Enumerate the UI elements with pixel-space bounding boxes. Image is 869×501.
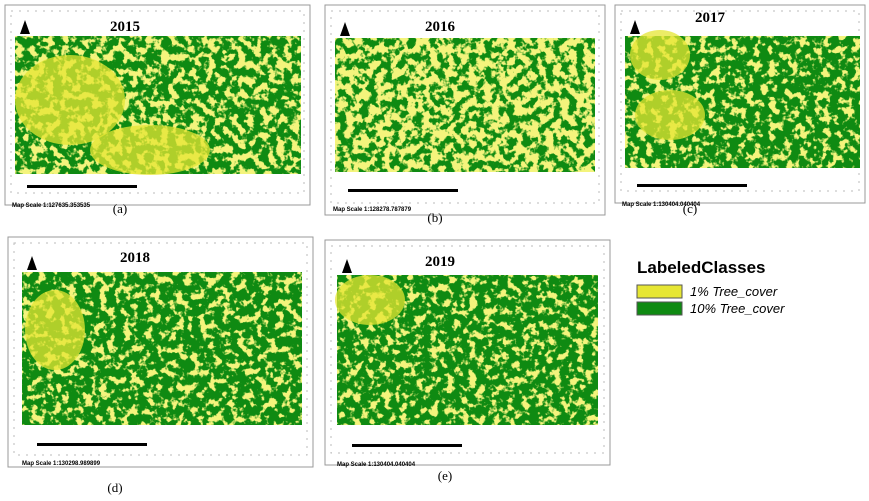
map-year-title: 2018 [120,250,150,266]
scale-bar [352,444,462,447]
panel-caption: (a) [113,201,127,216]
legend-swatch [637,302,682,315]
map-year-title: 2016 [425,19,456,35]
map-year-title: 2017 [695,10,726,26]
legend-label: 1% Tree_cover [690,284,778,299]
figure: 2015 Map Scale 1:127635.353535 (a) 2016 Map … [0,0,869,501]
panel-caption: (e) [438,468,452,483]
map-yellow-area [90,125,210,175]
map-year-title: 2015 [110,19,140,35]
panel-caption: (d) [107,480,122,495]
map-yellow-area [635,90,705,140]
legend-label: 10% Tree_cover [690,301,785,316]
map-scale: Map Scale 1:127635.353535 [12,203,91,209]
scale-bar [27,185,137,188]
scale-bar [637,184,747,187]
scale-bar [348,189,458,192]
map-scale: Map Scale 1:128278.787879 [333,207,412,213]
map-yellow-area [25,290,85,370]
map-scale: Map Scale 1:130404.040404 [337,462,416,468]
map-class-yellow [335,38,595,172]
map-yellow-area [15,55,125,145]
map-yellow-area [630,30,690,80]
legend-title: LabeledClasses [637,258,766,277]
map-yellow-area [335,275,405,325]
scale-bar [37,443,147,446]
legend-swatch [637,285,682,298]
map-scale: Map Scale 1:130298.989899 [22,461,101,467]
map-year-title: 2019 [425,254,455,270]
panel-caption: (c) [683,201,697,216]
panel-caption: (b) [427,210,442,225]
